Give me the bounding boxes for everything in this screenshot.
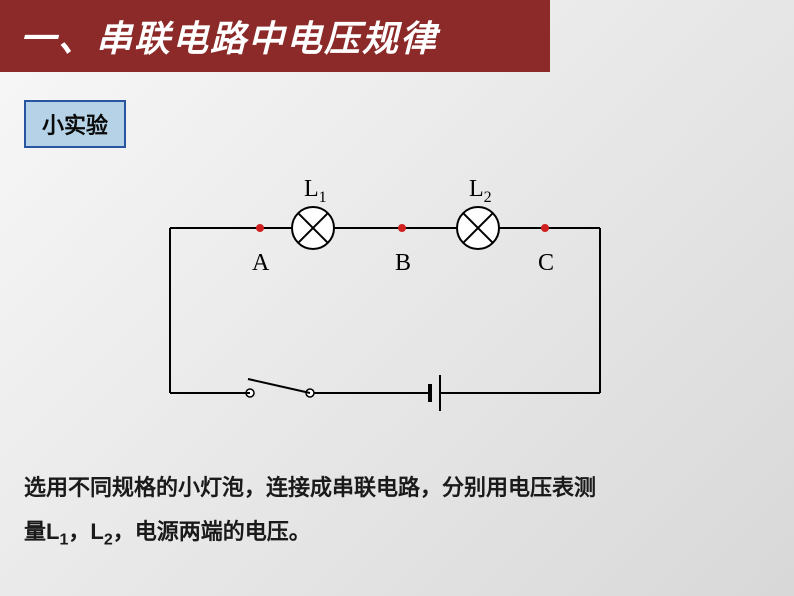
node-b-label: B	[395, 250, 411, 277]
desc-sub2: 2	[104, 531, 113, 548]
node-c-dot	[541, 224, 549, 232]
circuit-diagram: L1 L2 A B C	[0, 158, 794, 448]
circuit-svg	[0, 158, 794, 448]
switch-arm	[248, 379, 310, 393]
lamp-l2-label: L2	[469, 176, 492, 207]
section-title: 一、串联电路中电压规律	[0, 0, 550, 72]
lamp-l1-label: L1	[304, 176, 327, 207]
desc-part1: 选用不同规格的小灯泡，连接成串联电路，分别用电压表测	[24, 475, 596, 500]
desc-part2b: ，L	[68, 519, 103, 544]
description-text: 选用不同规格的小灯泡，连接成串联电路，分别用电压表测 量L1，L2，电源两端的电…	[24, 466, 764, 556]
node-c-label: C	[538, 250, 554, 277]
node-a-label: A	[252, 250, 269, 277]
desc-part2a: 量L	[24, 519, 59, 544]
desc-part2c: ，电源两端的电压。	[113, 519, 311, 544]
node-a-dot	[256, 224, 264, 232]
experiment-badge: 小实验	[24, 100, 126, 148]
node-b-dot	[398, 224, 406, 232]
